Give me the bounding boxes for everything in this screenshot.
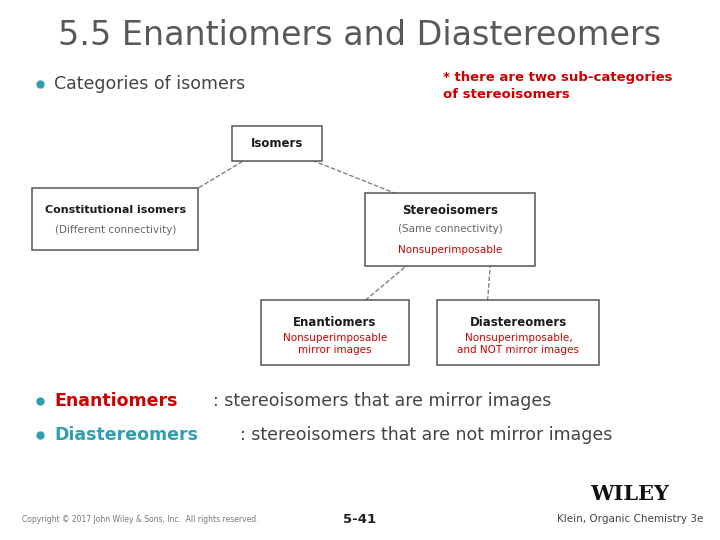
Text: (Same connectivity): (Same connectivity)	[397, 225, 503, 234]
Text: Nonsuperimposable
mirror images: Nonsuperimposable mirror images	[283, 333, 387, 355]
Text: Copyright © 2017 John Wiley & Sons, Inc.  All rights reserved.: Copyright © 2017 John Wiley & Sons, Inc.…	[22, 515, 258, 524]
Text: Nonsuperimposable: Nonsuperimposable	[398, 245, 502, 255]
Text: Constitutional isomers: Constitutional isomers	[45, 205, 186, 214]
Text: : stereoisomers that are mirror images: : stereoisomers that are mirror images	[213, 392, 552, 410]
Text: of stereoisomers: of stereoisomers	[443, 88, 570, 101]
Text: 5.5 Enantiomers and Diastereomers: 5.5 Enantiomers and Diastereomers	[58, 19, 662, 52]
Text: Enantiomers: Enantiomers	[293, 316, 377, 329]
Text: Diastereomers: Diastereomers	[469, 316, 567, 329]
Text: Enantiomers: Enantiomers	[54, 392, 178, 410]
FancyBboxPatch shape	[261, 300, 409, 365]
Text: 5-41: 5-41	[343, 513, 377, 526]
Text: Isomers: Isomers	[251, 137, 303, 150]
Text: Stereoisomers: Stereoisomers	[402, 204, 498, 217]
FancyBboxPatch shape	[32, 188, 198, 249]
Text: Klein, Organic Chemistry 3e: Klein, Organic Chemistry 3e	[557, 515, 703, 524]
Text: Nonsuperimposable,
and NOT mirror images: Nonsuperimposable, and NOT mirror images	[457, 333, 580, 355]
FancyBboxPatch shape	[232, 125, 323, 160]
Text: * there are two sub-categories: * there are two sub-categories	[443, 71, 672, 84]
Text: Diastereomers: Diastereomers	[54, 426, 198, 444]
FancyBboxPatch shape	[365, 193, 534, 266]
Text: (Different connectivity): (Different connectivity)	[55, 225, 176, 235]
FancyBboxPatch shape	[438, 300, 599, 365]
Text: Categories of isomers: Categories of isomers	[54, 75, 246, 93]
Text: WILEY: WILEY	[590, 484, 670, 504]
Text: : stereoisomers that are not mirror images: : stereoisomers that are not mirror imag…	[240, 426, 612, 444]
